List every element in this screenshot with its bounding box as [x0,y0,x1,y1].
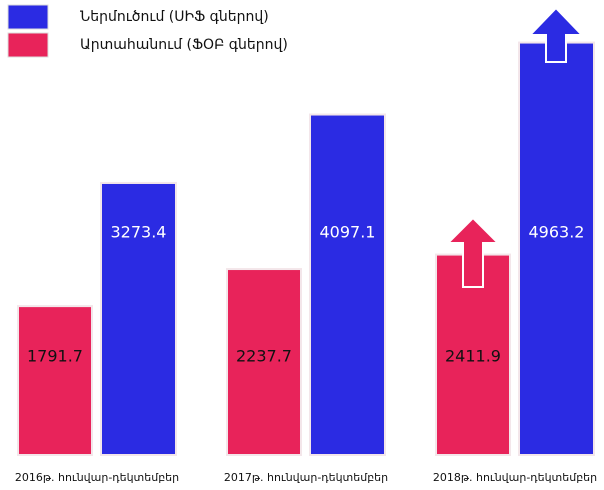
increase-arrow [527,6,585,63]
bar [309,113,386,457]
legend-swatch [7,32,49,58]
legend-swatch [7,4,49,30]
increase-arrow [445,216,501,288]
value-label: 4963.2 [529,223,585,242]
value-label: 3273.4 [111,223,167,242]
bar [100,181,177,456]
value-label: 2411.9 [445,347,501,366]
value-label: 2237.7 [236,347,292,366]
x-tick-label: 2016թ. հունվար-դեկտեմբեր [15,471,179,484]
bar [17,305,93,457]
value-label: 1791.7 [27,347,83,366]
bar [226,268,302,456]
value-label: 4097.1 [320,223,376,242]
x-tick-label: 2018թ. հունվար-դեկտեմբեր [433,471,597,484]
x-tick-label: 2017թ. հունվար-դեկտեմբեր [224,471,388,484]
legend-label: Ներմուծում (ՍԻՖ գներով) [80,9,269,25]
legend-label: Արտահանում (ՖՕԲ գներով) [80,37,288,53]
bar [518,41,595,457]
